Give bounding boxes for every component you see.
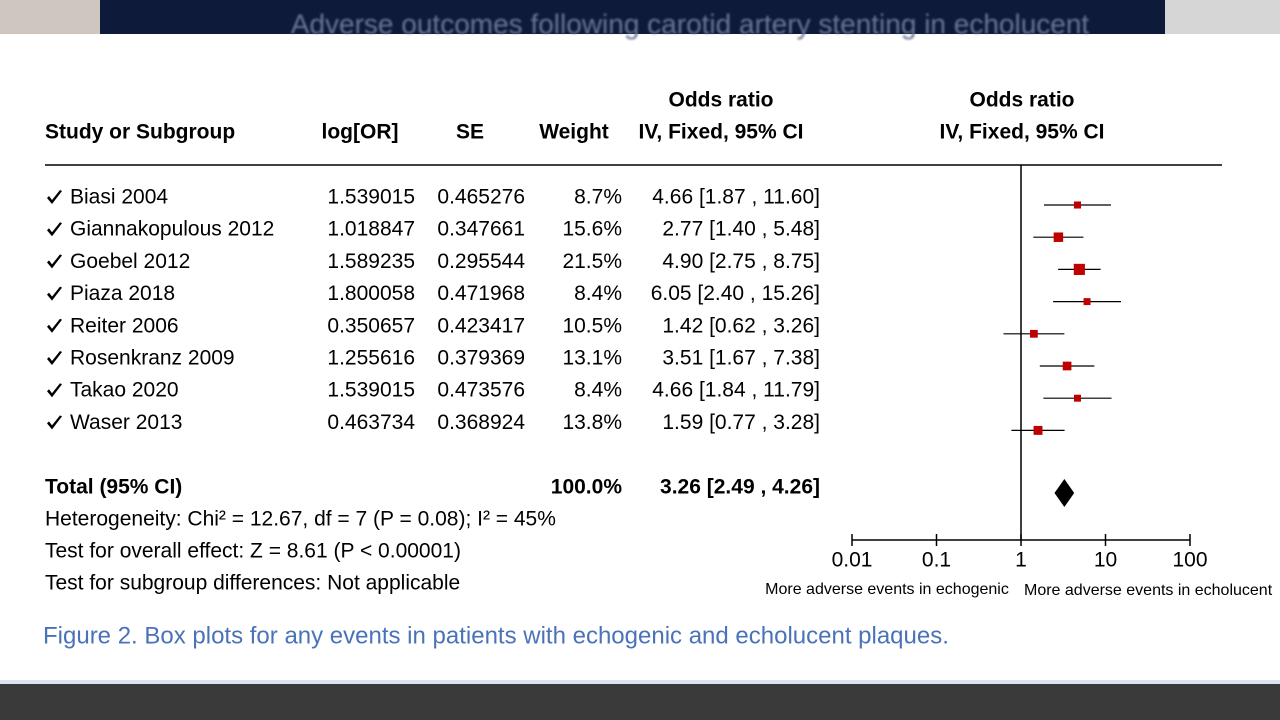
plot-header: Odds ratio (969, 89, 1074, 112)
study-name: Reiter 2006 (70, 314, 179, 337)
se: 0.368924 (437, 411, 525, 434)
weight: 13.8% (562, 411, 622, 434)
study-name: Takao 2020 (70, 379, 179, 402)
or-square (1074, 394, 1081, 402)
or-ci: 1.59 [0.77 , 3.28] (662, 411, 820, 434)
or-ci: 4.66 [1.87 , 11.60] (652, 186, 820, 209)
study-name: Rosenkranz 2009 (70, 347, 235, 370)
log-or: 1.255616 (327, 347, 415, 370)
stat-text: Test for subgroup differences: Not appli… (45, 572, 460, 595)
log-or: 1.539015 (327, 186, 415, 209)
caption: Figure 2. Box plots for any events in pa… (43, 622, 949, 649)
or-square (1083, 298, 1091, 306)
col-header: IV, Fixed, 95% CI (639, 121, 804, 144)
weight: 13.1% (562, 347, 622, 370)
x-tick-label: 10 (1094, 549, 1117, 572)
study-name: Waser 2013 (70, 411, 182, 434)
se: 0.465276 (437, 186, 525, 209)
check-icon (47, 222, 62, 237)
or-ci: 6.05 [2.40 , 15.26] (651, 282, 820, 305)
check-icon (47, 254, 62, 269)
x-tick-label: 1 (1015, 549, 1027, 572)
col-header: Weight (539, 121, 609, 144)
check-icon (47, 351, 62, 365)
or-ci: 4.66 [1.84 , 11.79] (652, 379, 820, 402)
x-tick-label: 0.1 (922, 549, 951, 572)
study-name: Piaza 2018 (70, 282, 175, 305)
se: 0.379369 (437, 347, 525, 370)
total-label: Total (95% CI) (45, 476, 182, 499)
se: 0.471968 (437, 282, 525, 305)
x-tick-label: 100 (1172, 549, 1207, 572)
plot-header: IV, Fixed, 95% CI (940, 121, 1105, 144)
check-icon (47, 190, 62, 204)
x-tick-label: 0.01 (832, 549, 873, 572)
study-name: Giannakopulous 2012 (70, 218, 274, 241)
banner-title: Adverse outcomes following carotid arter… (291, 8, 1090, 39)
check-icon (47, 415, 62, 430)
or-ci: 3.51 [1.67 , 7.38] (662, 347, 820, 370)
log-or: 1.018847 (327, 218, 415, 241)
weight: 8.7% (574, 186, 622, 209)
log-or: 0.350657 (327, 314, 415, 337)
weight: 21.5% (562, 250, 622, 273)
check-icon (47, 383, 62, 398)
col-header: Odds ratio (668, 89, 773, 112)
presenter-thumb (0, 0, 100, 34)
total-weight: 100.0% (551, 476, 623, 499)
study-name: Biasi 2004 (70, 186, 168, 209)
se: 0.423417 (437, 314, 525, 337)
log-or: 0.463734 (327, 411, 415, 434)
or-ci: 1.42 [0.62 , 3.26] (662, 314, 820, 337)
top-bar (0, 0, 1280, 34)
col-header: log[OR] (322, 121, 399, 144)
or-ci: 2.77 [1.40 , 5.48] (662, 218, 820, 241)
weight: 10.5% (562, 314, 622, 337)
log-or: 1.589235 (327, 250, 415, 273)
check-icon (47, 318, 62, 333)
or-square (1029, 329, 1038, 338)
se: 0.295544 (437, 250, 525, 273)
or-square (1033, 425, 1043, 435)
se: 0.347661 (437, 218, 525, 241)
axis-side-label: More adverse events in echogenic (765, 581, 1009, 598)
col-header: SE (456, 121, 484, 144)
bottom-bar (0, 683, 1280, 720)
stat-text: Heterogeneity: Chi² = 12.67, df = 7 (P =… (45, 508, 556, 531)
presenter-thumb (1165, 0, 1280, 34)
log-or: 1.800058 (327, 282, 415, 305)
col-header: Study or Subgroup (45, 121, 235, 144)
or-ci: 4.90 [2.75 , 8.75] (662, 250, 820, 273)
se: 0.473576 (437, 379, 525, 402)
weight: 8.4% (574, 379, 622, 402)
check-icon (47, 286, 62, 301)
total-diamond (1054, 479, 1075, 507)
or-square (1073, 201, 1082, 209)
log-or: 1.539015 (327, 379, 415, 402)
study-name: Goebel 2012 (70, 250, 190, 273)
or-square (1062, 361, 1072, 371)
stat-text: Test for overall effect: Z = 8.61 (P < 0… (45, 540, 461, 563)
axis-side-label: More adverse events in echolucent (1024, 582, 1273, 599)
bottom-edge (0, 680, 1280, 684)
or-square (1073, 263, 1085, 275)
weight: 15.6% (562, 218, 622, 241)
total-ci: 3.26 [2.49 , 4.26] (660, 476, 820, 499)
weight: 8.4% (574, 282, 622, 305)
or-square (1053, 232, 1064, 242)
